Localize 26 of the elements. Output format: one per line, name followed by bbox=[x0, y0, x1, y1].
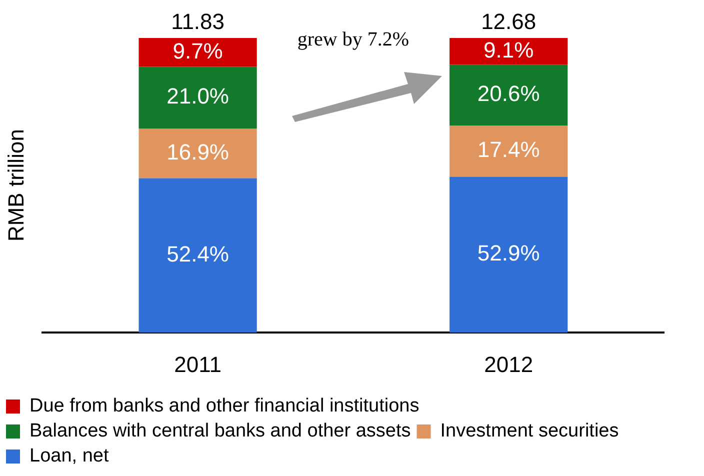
data-label: 20.6% bbox=[477, 81, 540, 106]
data-label: 52.4% bbox=[166, 241, 229, 266]
bar bbox=[138, 128, 257, 178]
bar bbox=[450, 38, 568, 65]
data-label: 9.1% bbox=[484, 37, 534, 62]
annotation: grew by 7.2% bbox=[297, 28, 410, 50]
data-label: 52.9% bbox=[477, 240, 540, 266]
x-tick-label: 2012 bbox=[484, 352, 534, 377]
bar bbox=[138, 38, 257, 67]
legend-label: Investment securities bbox=[440, 420, 619, 442]
x-tick-label: 2011 bbox=[174, 352, 222, 377]
annotation: 11.83 bbox=[171, 9, 225, 34]
annotation: 12.68 bbox=[481, 9, 536, 34]
data-label: 17.4% bbox=[477, 137, 540, 162]
data-label: 21.0% bbox=[166, 84, 229, 109]
y-axis-title: RMB trillion bbox=[3, 129, 28, 242]
legend-label: Due from banks and other financial institutions bbox=[30, 396, 420, 417]
bar bbox=[450, 64, 568, 126]
bar bbox=[450, 176, 568, 333]
legend-label: Balances with central banks and other assets bbox=[30, 420, 411, 442]
data-label: 9.7% bbox=[172, 38, 223, 64]
bar bbox=[138, 66, 257, 128]
data-label: 16.9% bbox=[166, 139, 229, 164]
bar bbox=[138, 178, 257, 333]
bar bbox=[450, 125, 568, 177]
legend-label: Loan, net bbox=[30, 446, 110, 467]
